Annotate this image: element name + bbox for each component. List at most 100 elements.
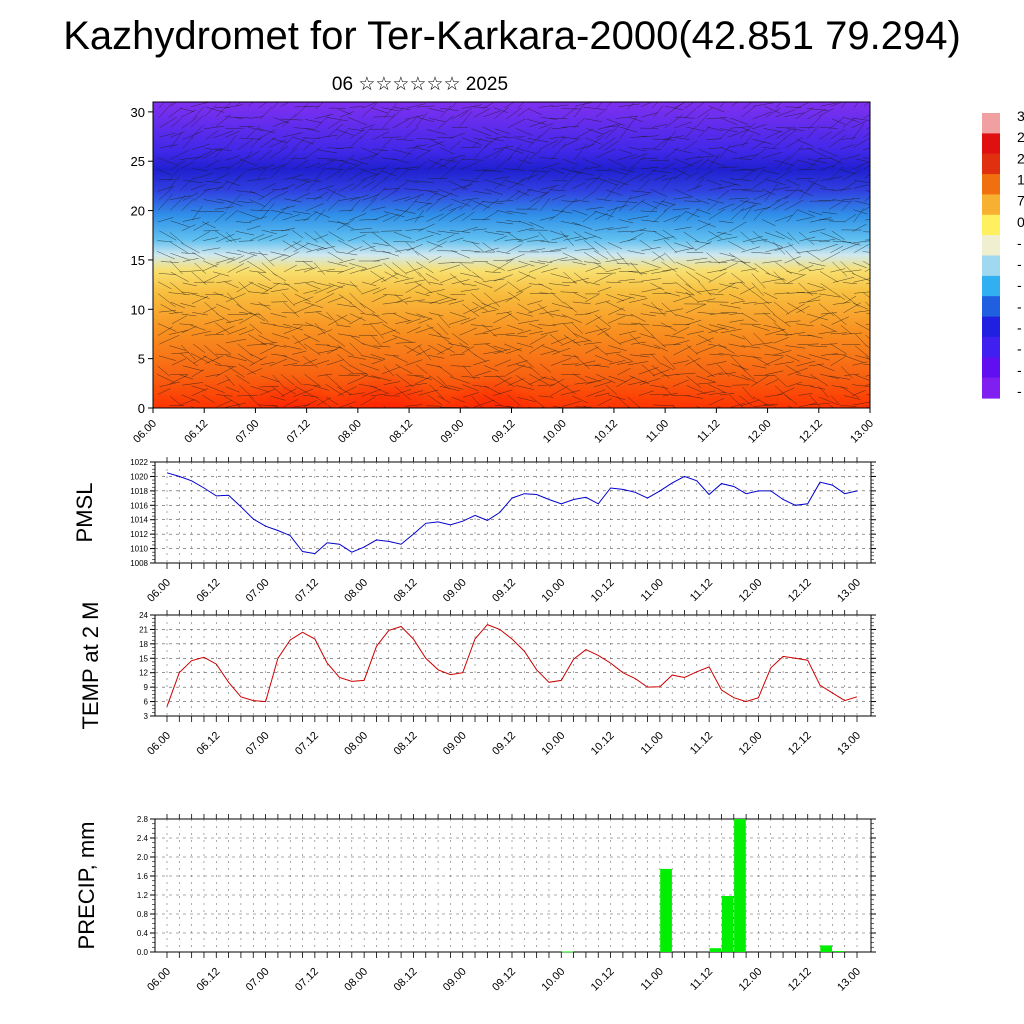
wind-barb (326, 311, 339, 325)
x-tick-label: 07.12 (293, 730, 321, 758)
wind-barb (483, 407, 485, 408)
wind-barb (156, 374, 175, 383)
wind-barb (761, 188, 776, 196)
wind-barb (517, 397, 536, 402)
wind-barb (820, 324, 838, 333)
wind-barb (754, 301, 773, 305)
x-tick-label: 09.00 (441, 730, 469, 758)
wind-barb (652, 293, 671, 295)
wind-barb (482, 198, 499, 211)
wind-barb (292, 350, 307, 355)
wind-barb (505, 147, 524, 154)
wind-barb (450, 353, 465, 356)
wind-barb (339, 160, 358, 166)
wind-barb (484, 231, 505, 236)
wind-barb (294, 218, 310, 221)
wind-barb (863, 364, 870, 366)
wind-barb (809, 312, 830, 324)
wind-barb (201, 263, 220, 272)
wind-barb (697, 382, 716, 385)
wind-barb (417, 345, 432, 361)
wind-barb (481, 309, 496, 314)
wind-barb (326, 346, 341, 355)
wind-barb (607, 206, 618, 221)
wind-barb (157, 251, 175, 260)
wind-barb (506, 405, 516, 408)
wind-barb (673, 148, 692, 154)
wind-barb (641, 219, 659, 223)
wind-barb (159, 310, 177, 313)
wind-barb (158, 102, 173, 118)
wind-barb (429, 138, 445, 147)
wind-barb (752, 138, 773, 145)
wind-barb (381, 107, 399, 112)
wind-barb (226, 292, 243, 308)
wind-barb (225, 318, 244, 324)
wind-barb (663, 203, 676, 212)
wind-barb (717, 236, 738, 241)
wind-barb (673, 345, 692, 356)
wind-barb (191, 330, 211, 336)
wind-barb (281, 251, 300, 262)
wind-barb (753, 291, 770, 305)
wind-barb (473, 143, 489, 159)
wind-barb (808, 345, 828, 348)
wind-barb (653, 105, 664, 118)
wind-barb (336, 324, 351, 328)
wind-barb (739, 122, 755, 139)
wind-barb (291, 229, 304, 239)
wind-barb (775, 195, 790, 202)
wind-barb (439, 158, 458, 163)
wind-barb (808, 354, 830, 361)
wind-barb (787, 381, 802, 388)
x-tick-label: 11.00 (644, 418, 671, 445)
wind-barb (829, 135, 846, 148)
wind-barb (303, 343, 321, 356)
wind-barb (348, 405, 355, 408)
wind-barb (336, 303, 356, 308)
wind-barb (593, 381, 612, 388)
wind-barb (539, 216, 555, 221)
wind-barb (729, 319, 744, 323)
wind-barb (764, 356, 784, 366)
wind-barb (337, 267, 355, 274)
wind-barb (504, 102, 516, 108)
wind-barb (395, 169, 409, 181)
wind-barb (584, 281, 601, 286)
wind-barb (594, 241, 608, 250)
wind-barb (181, 382, 204, 386)
wind-barb (696, 158, 710, 170)
wind-barb (304, 311, 322, 314)
wind-barb (437, 332, 454, 346)
colorbar-label: - (1017, 298, 1022, 314)
wind-barb (719, 392, 735, 396)
wind-barb (818, 108, 834, 117)
wind-barb (652, 170, 672, 174)
wind-barb (731, 102, 739, 107)
wind-barb (247, 368, 263, 375)
wind-barb (270, 312, 287, 318)
wind-barb (171, 117, 183, 128)
wind-barb (305, 282, 321, 290)
wind-barb (742, 335, 753, 346)
wind-barb (638, 178, 651, 191)
wind-barb (572, 373, 586, 382)
wind-barb (573, 354, 590, 370)
wind-barb (831, 188, 852, 192)
wind-barb (471, 395, 483, 408)
wind-barb (181, 109, 196, 118)
wind-barb (584, 240, 599, 253)
wind-barb (303, 399, 318, 408)
wind-barb (461, 146, 482, 148)
y-tick-label: 2.0 (137, 853, 149, 862)
heatmap-warm-spot (235, 340, 345, 408)
wind-barb (404, 215, 425, 222)
wind-barb (462, 384, 479, 392)
x-tick-label: 07.00 (244, 966, 272, 994)
wind-barb (572, 209, 588, 216)
wind-barb (583, 261, 601, 265)
wind-barb (426, 241, 443, 248)
wind-barb (863, 147, 870, 151)
wind-barb (483, 136, 498, 149)
